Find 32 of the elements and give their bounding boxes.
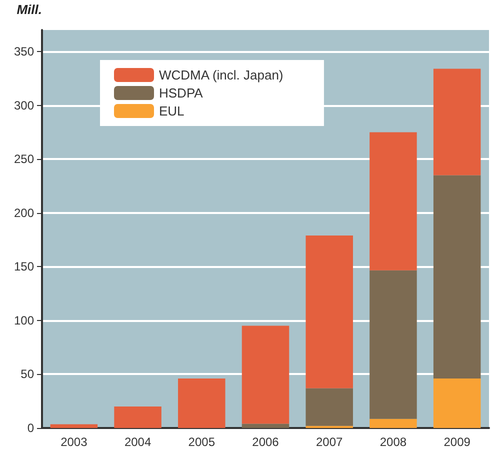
bar [306, 235, 353, 388]
y-tick-label: 0 [27, 421, 34, 435]
bar [50, 424, 98, 428]
bar [433, 175, 481, 379]
y-tick-label: 200 [14, 206, 34, 220]
bar [433, 378, 481, 428]
y-tick-label: 50 [20, 367, 34, 382]
bar [242, 424, 290, 428]
y-tick-label: 250 [14, 152, 34, 166]
bar [370, 270, 417, 419]
x-tick-label: 2006 [252, 435, 280, 449]
legend-label: HSDPA [159, 86, 204, 100]
bar [178, 378, 226, 428]
legend-label: WCDMA (incl. Japan) [159, 68, 284, 82]
x-tick-label: 2009 [444, 435, 471, 449]
x-tick-label: 2007 [316, 435, 344, 449]
y-tick-label: 150 [14, 260, 34, 274]
bar [370, 132, 417, 270]
y-tick-label: 350 [14, 44, 34, 59]
y-tick-label: 300 [14, 98, 34, 112]
legend-label: EUL [159, 104, 184, 118]
bar [242, 326, 290, 424]
x-tick-label: 2008 [380, 435, 407, 449]
bar [370, 418, 417, 428]
x-tick-label: 2003 [60, 435, 88, 449]
bar [114, 406, 162, 428]
x-tick-label: 2005 [188, 435, 216, 449]
y-axis-title: Mill. [16, 2, 42, 17]
bar [306, 388, 353, 426]
x-tick-label: 2004 [124, 435, 152, 449]
bar [433, 68, 481, 176]
y-tick-label: 100 [14, 313, 34, 328]
